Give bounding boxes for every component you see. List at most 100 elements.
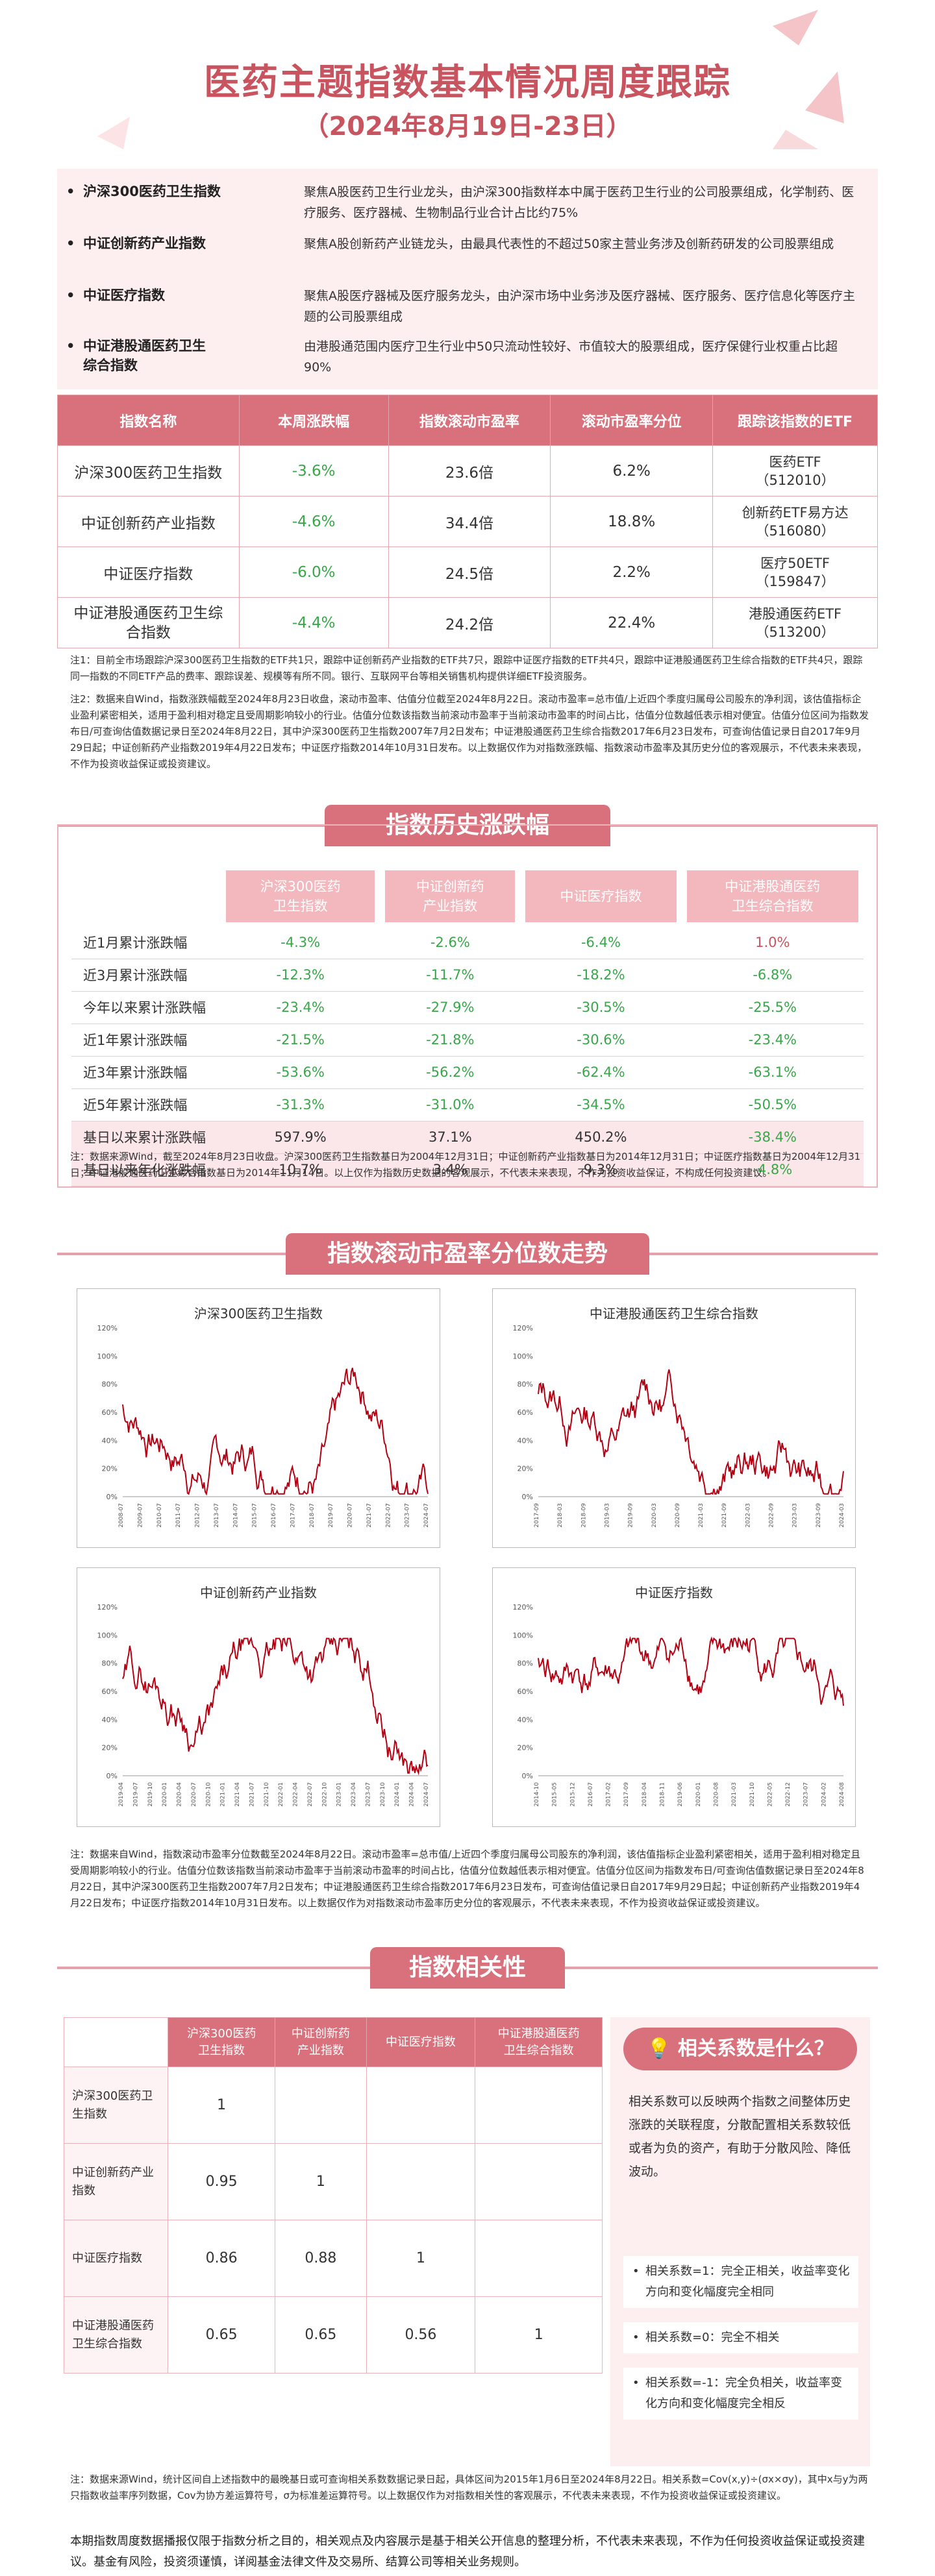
y-tick-label: 80% [517, 1380, 533, 1389]
corr-value [475, 2220, 603, 2297]
col-header: 中证医疗指数 [366, 2017, 476, 2067]
history-note: 注：数据来源Wind，截至2024年8月23日收盘。沪深300医药卫生指数基日为… [70, 1151, 861, 1179]
desc-text: 聚焦A股医疗器械及医疗服务龙头，由沪深市场中业务涉及医疗器械、医疗服务、医疗信息… [304, 289, 856, 324]
x-tick-label: 2021-04 [234, 1782, 241, 1807]
x-tick-label: 2017-09 [534, 1503, 540, 1528]
x-tick-label: 2008-07 [118, 1503, 125, 1528]
index-name: 中证医疗指数 [57, 546, 240, 598]
x-tick-label: 2020-09 [675, 1503, 681, 1528]
history-value: 597.9% [221, 1121, 380, 1154]
row-label-line2: 指数 [72, 2183, 95, 2198]
x-tick-label: 2021-03 [731, 1782, 738, 1807]
x-tick-label: 2023-07 [803, 1782, 810, 1807]
corr-value: 1 [275, 2143, 367, 2220]
history-value: -4.3% [221, 926, 380, 959]
x-tick-label: 2011-07 [175, 1503, 182, 1528]
x-tick-label: 2014-10 [534, 1782, 540, 1807]
x-tick-label: 2015-05 [552, 1782, 558, 1807]
y-tick-label: 0% [106, 1493, 118, 1501]
col-header: 跟踪该指数的ETF [712, 395, 878, 446]
history-value: -63.1% [681, 1056, 864, 1089]
correlation-explainer: 💡 相关系数是什么？ 相关系数可以反映两个指数之间整体历史涨跌的关联程度，分散配… [610, 2017, 870, 2466]
history-value: -6.8% [681, 959, 864, 992]
x-tick-label: 2023-03 [792, 1503, 799, 1528]
x-tick-label: 2012-07 [195, 1503, 201, 1528]
corr-value: 0.95 [167, 2143, 276, 2220]
y-tick-label: 80% [102, 1380, 118, 1389]
pe-percentile: 6.2% [550, 445, 714, 497]
x-tick-label: 2021-10 [264, 1782, 270, 1807]
x-tick-label: 2009-07 [137, 1503, 143, 1528]
y-tick-label: 20% [517, 1744, 533, 1752]
x-tick-label: 2020-08 [713, 1782, 719, 1807]
index-name: 中证港股通医药卫生综 合指数 [57, 597, 240, 648]
x-tick-label: 2019-06 [677, 1782, 684, 1807]
x-tick-label: 2020-10 [205, 1782, 212, 1807]
x-tick-label: 2024-03 [839, 1503, 845, 1528]
index-name-line2: 合指数 [125, 624, 171, 641]
history-row: 基日以来年化涨跌幅 10.7% 3.4% 9.3% -4.8% [71, 1153, 864, 1186]
corr-banner: 指数相关性 [370, 1947, 565, 1989]
col-header-line2: 产业指数 [297, 2043, 344, 2057]
history-value: -50.5% [681, 1088, 864, 1122]
x-tick-label: 2023-10 [380, 1782, 386, 1807]
x-tick-label: 2013-07 [214, 1503, 220, 1528]
x-tick-label: 2016-07 [271, 1503, 277, 1528]
row-label: 今年以来累计涨跌幅 [71, 991, 221, 1024]
page-subtitle: （2024年8月19日-23日） [303, 112, 632, 141]
page-title: 医药主题指数基本情况周度跟踪 [204, 62, 731, 104]
pe-chart-hs300: 120% 100% 80% 60% 40% 20% 0% 2008-07 2009-07 2010… [77, 1288, 440, 1548]
row-label-line2: 生指数 [72, 2107, 107, 2121]
x-tick-label: 2022-01 [278, 1782, 284, 1807]
pe-chart-hk: 120% 100% 80% 60% 40% 20% 0% 2017-09 2018-03 2018… [492, 1288, 856, 1548]
col-header-line2: 产业指数 [423, 898, 478, 914]
col-header-cell: 中证创新药 产业指数 [385, 870, 516, 922]
history-row: 今年以来累计涨跌幅 -23.4% -27.9% -30.5% -25.5% [71, 991, 864, 1024]
x-tick-label: 2023-09 [816, 1503, 822, 1528]
explainer-item: 相关系数=0：完全不相关 [623, 2322, 858, 2353]
explainer-title: 💡 相关系数是什么？ [623, 2028, 857, 2070]
col-header: 中证创新药 产业指数 [275, 2017, 367, 2067]
history-value: 37.1% [380, 1121, 521, 1154]
pe-percentile-line [538, 1636, 844, 1706]
chart-title: 中证医疗指数 [635, 1585, 713, 1601]
col-header-cell: 中证港股通医药 卫生综合指数 [686, 870, 858, 922]
desc-name: 沪深300医药卫生指数 [66, 182, 221, 201]
pe-percentile: 18.8% [550, 496, 714, 547]
x-tick-label: 2021-09 [721, 1503, 728, 1528]
y-tick-label: 0% [522, 1772, 533, 1780]
col-header-line1: 沪深300医药 [186, 2026, 256, 2041]
x-tick-label: 2020-01 [162, 1782, 168, 1807]
x-tick-label: 2024-07 [423, 1782, 430, 1807]
x-tick-label: 2018-09 [580, 1503, 587, 1528]
pe-percentile: 22.4% [550, 597, 714, 648]
x-tick-label: 2020-07 [347, 1503, 354, 1528]
x-tick-label: 2020-01 [695, 1782, 702, 1807]
row-label-line1: 中证创新药产业 [72, 2165, 154, 2179]
row-label: 中证医疗指数 [64, 2220, 168, 2297]
row-label: 中证创新药产业 指数 [64, 2143, 168, 2220]
corr-value [366, 2143, 476, 2220]
col-header-line1: 中证创新药 [416, 879, 484, 894]
history-value: -4.8% [681, 1153, 864, 1186]
col-header: 指数名称 [57, 395, 240, 446]
col-header-line2: 卫生指数 [198, 2043, 245, 2057]
weekly-change: -3.6% [238, 445, 389, 497]
lightbulb-icon: 💡 [647, 2037, 678, 2060]
x-tick-label: 2017-02 [606, 1782, 612, 1807]
history-value: -53.6% [221, 1056, 380, 1089]
x-tick-label: 2022-07 [307, 1782, 314, 1807]
x-tick-label: 2022-10 [321, 1782, 328, 1807]
x-tick-label: 2016-07 [588, 1782, 594, 1807]
x-tick-label: 2020-03 [651, 1503, 658, 1528]
pe-ratio: 24.5倍 [388, 546, 551, 598]
history-value: -23.4% [221, 991, 380, 1024]
col-header-line1: 沪深300医药 [260, 879, 341, 894]
x-tick-label: 2021-03 [698, 1503, 704, 1528]
x-tick-label: 2019-10 [147, 1782, 154, 1807]
history-value: -2.6% [380, 926, 521, 959]
x-tick-label: 2020-07 [191, 1782, 197, 1807]
col-header-line2: 卫生综合指数 [731, 898, 814, 914]
etf-name: 医疗50ETF [760, 555, 830, 571]
history-value: -21.5% [221, 1024, 380, 1057]
